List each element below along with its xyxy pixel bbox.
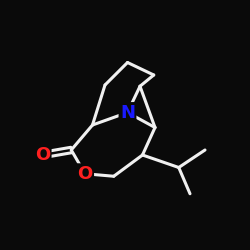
Text: N: N: [120, 104, 135, 122]
Text: O: O: [35, 146, 50, 164]
Text: O: O: [78, 165, 92, 183]
